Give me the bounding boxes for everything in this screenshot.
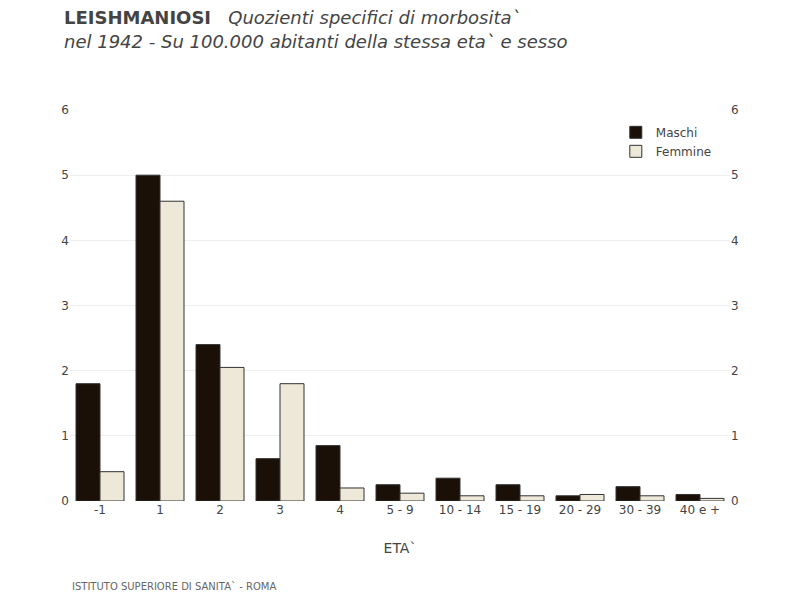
svg-text:3: 3 [61, 299, 69, 313]
svg-text:2: 2 [61, 364, 69, 378]
svg-text:10 - 14: 10 - 14 [439, 503, 482, 517]
svg-text:Femmine: Femmine [656, 145, 711, 159]
svg-text:30 - 39: 30 - 39 [619, 503, 662, 517]
svg-text:2: 2 [731, 364, 739, 378]
svg-text:3: 3 [731, 299, 739, 313]
svg-text:3: 3 [276, 503, 284, 517]
svg-text:15 - 19: 15 - 19 [499, 503, 542, 517]
svg-text:2: 2 [216, 503, 224, 517]
svg-text:40 e +: 40 e + [680, 503, 720, 517]
svg-text:ETA`: ETA` [384, 540, 417, 556]
svg-text:0: 0 [731, 494, 739, 508]
svg-text:1: 1 [731, 429, 739, 443]
svg-text:Maschi: Maschi [656, 126, 698, 140]
svg-text:20 - 29: 20 - 29 [559, 503, 602, 517]
svg-text:5 - 9: 5 - 9 [386, 503, 413, 517]
svg-text:1: 1 [156, 503, 164, 517]
svg-text:-1: -1 [94, 503, 106, 517]
svg-text:6: 6 [61, 103, 69, 117]
svg-text:4: 4 [731, 234, 739, 248]
svg-text:5: 5 [731, 168, 739, 182]
svg-text:LEISHMANIOSI Quozienti speci: LEISHMANIOSI Quozienti specifici di morb… [64, 7, 568, 51]
svg-text:0: 0 [61, 494, 69, 508]
svg-text:4: 4 [336, 503, 344, 517]
svg-text:6: 6 [731, 103, 739, 117]
svg-text:1: 1 [61, 429, 69, 443]
svg-text:4: 4 [61, 234, 69, 248]
svg-text:5: 5 [61, 168, 69, 182]
svg-text:ISTITUTO SUPERIORE DI SANITA`: ISTITUTO SUPERIORE DI SANITA` - ROMA [72, 581, 276, 592]
